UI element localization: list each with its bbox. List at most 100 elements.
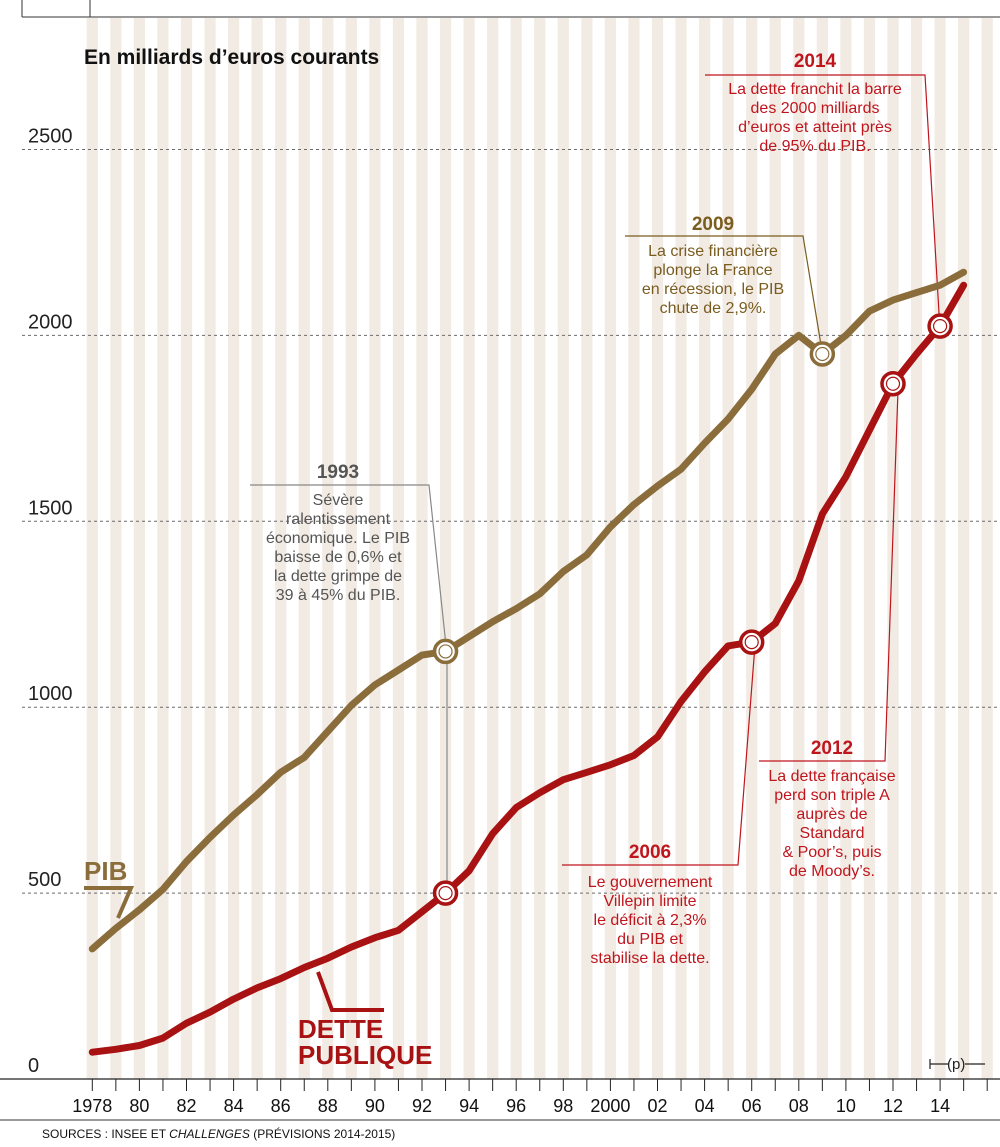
annotation-line: des 2000 milliards (751, 100, 880, 117)
y-tick-label: 2500 (28, 126, 73, 148)
annotation-year-2012: 2012 (811, 738, 853, 759)
annotation-line: en récession, le PIB (642, 281, 784, 298)
year-stripe (251, 18, 263, 1079)
leader-2009 (625, 235, 824, 358)
source-italic: CHALLENGES (169, 1127, 250, 1141)
annotation-line: Villepin limite (603, 893, 696, 910)
year-stripe (463, 18, 475, 1079)
year-stripe (981, 18, 993, 1079)
x-tick-label: 98 (553, 1096, 573, 1116)
x-axis: 1978 80 82 84 86 88 90 92 94 96 98 2000 02 04 06 08 10 12… (0, 1078, 1000, 1121)
year-stripe (322, 18, 334, 1079)
dette-label-leader (316, 971, 384, 1012)
x-tick-label: 10 (836, 1096, 856, 1116)
x-tick-label: 08 (789, 1096, 809, 1116)
annotation-markers (432, 313, 953, 906)
source-tail: (PRÉVISIONS 2014-2015) (253, 1126, 395, 1141)
year-stripe (628, 18, 640, 1079)
annotation-line: plonge la France (653, 262, 772, 279)
x-tick-label: 96 (506, 1096, 526, 1116)
forecast-label: (p) (947, 1056, 965, 1073)
year-stripe (534, 18, 546, 1079)
annotation-line: du PIB et (617, 931, 683, 948)
year-stripe (722, 18, 734, 1079)
marker-2009-inner (815, 346, 830, 362)
year-stripe (157, 18, 169, 1079)
dette-line (88, 281, 968, 1056)
year-stripe (699, 18, 711, 1079)
y-tick-label: 1500 (28, 497, 73, 519)
year-stripe (345, 18, 357, 1079)
annotation-2012: 2012 La dette française perd son triple A a… (768, 738, 895, 880)
marker-2006-inner (744, 635, 759, 650)
annotation-line: baisse de 0,6% et (274, 549, 402, 566)
x-tick-label: 94 (459, 1096, 479, 1116)
annotation-year-2009: 2009 (692, 214, 734, 235)
annotation-line: La crise financière (648, 243, 778, 260)
annotation-line: ralentissement (286, 511, 391, 528)
marker-2014 (927, 313, 953, 339)
marker-2012 (880, 370, 906, 397)
year-stripe (86, 18, 98, 1079)
annotation-line: 39 à 45% du PIB. (276, 587, 401, 604)
year-stripe (510, 18, 522, 1079)
year-stripe (769, 18, 781, 1079)
year-stripe (651, 18, 664, 1079)
marker-1993-dette (432, 880, 459, 906)
leader-2014 (705, 74, 941, 331)
annotation-year-2014: 2014 (794, 51, 837, 72)
annotation-line: économique. Le PIB (266, 530, 410, 547)
y-tick-label: 500 (28, 869, 61, 891)
marker-1993-dette-inner (438, 885, 453, 901)
leader-2006 (562, 644, 756, 866)
year-stripe (746, 18, 758, 1079)
year-stripe (369, 18, 381, 1079)
year-stripe (180, 18, 193, 1079)
annotation-line: perd son triple A (774, 787, 890, 804)
annotation-line: Sévère (313, 492, 364, 509)
annotation-2009: 2009 La crise financière plonge la France e… (642, 214, 784, 317)
pib-label-leader (84, 886, 135, 919)
annotation-2014: 2014 La dette franchit la barre des 2000 m… (728, 51, 902, 155)
year-stripe (392, 18, 405, 1079)
year-stripe (793, 18, 805, 1079)
year-stripe (581, 18, 593, 1079)
leader-2012 (759, 389, 899, 762)
x-tick-label: 84 (224, 1096, 244, 1116)
x-tick-label: 04 (695, 1096, 715, 1116)
gridlines (22, 149, 1000, 894)
annotation-year-2006: 2006 (629, 842, 671, 863)
year-stripe (840, 18, 852, 1079)
year-stripe (958, 18, 970, 1079)
annotation-line: La dette franchit la barre (728, 81, 902, 98)
x-tick-label: 02 (647, 1096, 667, 1116)
year-stripe (298, 18, 310, 1079)
annotation-line: Standard (800, 825, 865, 842)
year-stripe (604, 18, 616, 1079)
marker-2006 (738, 629, 765, 655)
x-tick-label: 14 (930, 1096, 950, 1116)
marker-2014-inner (932, 319, 948, 334)
year-stripe (275, 18, 287, 1079)
x-tick-label: 2000 (590, 1096, 630, 1116)
marker-2009 (809, 341, 836, 367)
x-tick-label: 80 (129, 1096, 149, 1116)
y-tick-label: 2000 (28, 311, 73, 333)
y-tick-label: 0 (28, 1055, 39, 1077)
x-tick-label: 88 (318, 1096, 338, 1116)
dette-label-line2: PUBLIQUE (298, 1040, 432, 1070)
annotation-year-1993: 1993 (317, 462, 359, 483)
y-axis-ticks: 0 500 1000 1500 2000 2500 (28, 126, 73, 1078)
source-text: SOURCES : INSEE ET (42, 1127, 167, 1141)
year-stripe (487, 18, 499, 1079)
year-stripe (416, 18, 428, 1079)
annotation-line: la dette grimpe de (274, 568, 402, 585)
y-tick-label: 1000 (28, 683, 73, 705)
x-tick-label: 90 (365, 1096, 385, 1116)
x-tick-label: 12 (883, 1096, 903, 1116)
year-stripe (439, 18, 452, 1079)
annotation-line: Le gouvernement (588, 874, 713, 891)
year-stripe (910, 18, 923, 1079)
annotation-line: le déficit à 2,3% (594, 912, 707, 929)
